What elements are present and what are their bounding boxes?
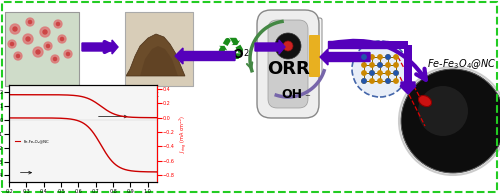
Circle shape <box>370 63 374 67</box>
Circle shape <box>401 69 500 173</box>
Text: OH: OH <box>282 87 302 100</box>
Legend: Fe-Fe₂O₃@NC: Fe-Fe₂O₃@NC <box>14 138 51 145</box>
FancyBboxPatch shape <box>309 35 320 77</box>
Circle shape <box>13 27 17 31</box>
Circle shape <box>362 55 366 59</box>
Circle shape <box>352 41 408 97</box>
FancyArrow shape <box>320 49 370 65</box>
FancyBboxPatch shape <box>307 18 322 78</box>
Circle shape <box>66 52 70 56</box>
Circle shape <box>44 42 52 50</box>
FancyBboxPatch shape <box>268 20 308 108</box>
Circle shape <box>43 30 47 34</box>
Circle shape <box>54 57 56 61</box>
FancyBboxPatch shape <box>5 12 79 86</box>
Circle shape <box>386 55 390 59</box>
Circle shape <box>378 63 382 67</box>
Circle shape <box>394 63 398 67</box>
Circle shape <box>362 79 366 83</box>
Circle shape <box>378 55 382 59</box>
Y-axis label: $J_{ring}$ (mA cm$^{-2}$): $J_{ring}$ (mA cm$^{-2}$) <box>178 115 189 153</box>
Circle shape <box>10 42 14 46</box>
Text: ORR: ORR <box>266 60 310 78</box>
Circle shape <box>378 79 382 83</box>
Circle shape <box>394 79 398 83</box>
Circle shape <box>370 71 374 75</box>
Circle shape <box>386 55 390 59</box>
Circle shape <box>394 71 398 75</box>
Circle shape <box>60 37 64 41</box>
Circle shape <box>56 22 59 26</box>
Circle shape <box>370 71 374 75</box>
Circle shape <box>386 71 390 75</box>
Circle shape <box>370 55 374 59</box>
Circle shape <box>28 20 32 24</box>
Circle shape <box>14 52 22 60</box>
Circle shape <box>46 44 50 48</box>
Circle shape <box>58 35 66 43</box>
FancyBboxPatch shape <box>295 35 306 77</box>
Circle shape <box>394 55 398 59</box>
Polygon shape <box>140 46 178 76</box>
Circle shape <box>40 27 50 37</box>
Text: 2: 2 <box>243 49 248 58</box>
Bar <box>328 41 408 49</box>
Circle shape <box>26 18 34 26</box>
FancyBboxPatch shape <box>125 12 193 86</box>
Circle shape <box>16 54 20 58</box>
Circle shape <box>64 50 72 58</box>
Circle shape <box>51 55 59 63</box>
Circle shape <box>378 63 382 67</box>
Text: ⁻: ⁻ <box>304 93 310 103</box>
FancyBboxPatch shape <box>257 10 319 118</box>
Circle shape <box>33 47 43 57</box>
Circle shape <box>370 79 374 83</box>
FancyArrow shape <box>175 48 235 64</box>
FancyBboxPatch shape <box>293 18 308 78</box>
Circle shape <box>10 24 20 34</box>
Circle shape <box>8 40 16 48</box>
FancyArrow shape <box>82 40 118 54</box>
Circle shape <box>386 79 390 83</box>
Circle shape <box>362 79 366 83</box>
Circle shape <box>378 71 382 75</box>
Text: O: O <box>232 48 243 61</box>
Circle shape <box>36 50 40 54</box>
Circle shape <box>362 71 366 75</box>
Circle shape <box>23 34 33 44</box>
FancyArrow shape <box>255 40 285 54</box>
Bar <box>404 45 412 86</box>
Circle shape <box>418 86 468 136</box>
Circle shape <box>275 33 301 59</box>
FancyArrow shape <box>400 82 416 94</box>
Polygon shape <box>126 34 185 76</box>
Circle shape <box>362 55 366 59</box>
Circle shape <box>386 79 390 83</box>
Circle shape <box>283 41 293 51</box>
FancyArrow shape <box>328 41 388 48</box>
Circle shape <box>386 63 390 67</box>
Circle shape <box>54 20 62 28</box>
Text: Fe-Fe$_3$O$_4$@NC: Fe-Fe$_3$O$_4$@NC <box>427 57 496 71</box>
FancyBboxPatch shape <box>5 12 79 86</box>
Ellipse shape <box>418 95 432 107</box>
Text: ♻: ♻ <box>215 36 245 68</box>
Text: Waste iron-based  heat  pack: Waste iron-based heat pack <box>10 90 158 99</box>
Circle shape <box>26 37 30 41</box>
Circle shape <box>362 63 366 67</box>
Circle shape <box>394 71 398 75</box>
